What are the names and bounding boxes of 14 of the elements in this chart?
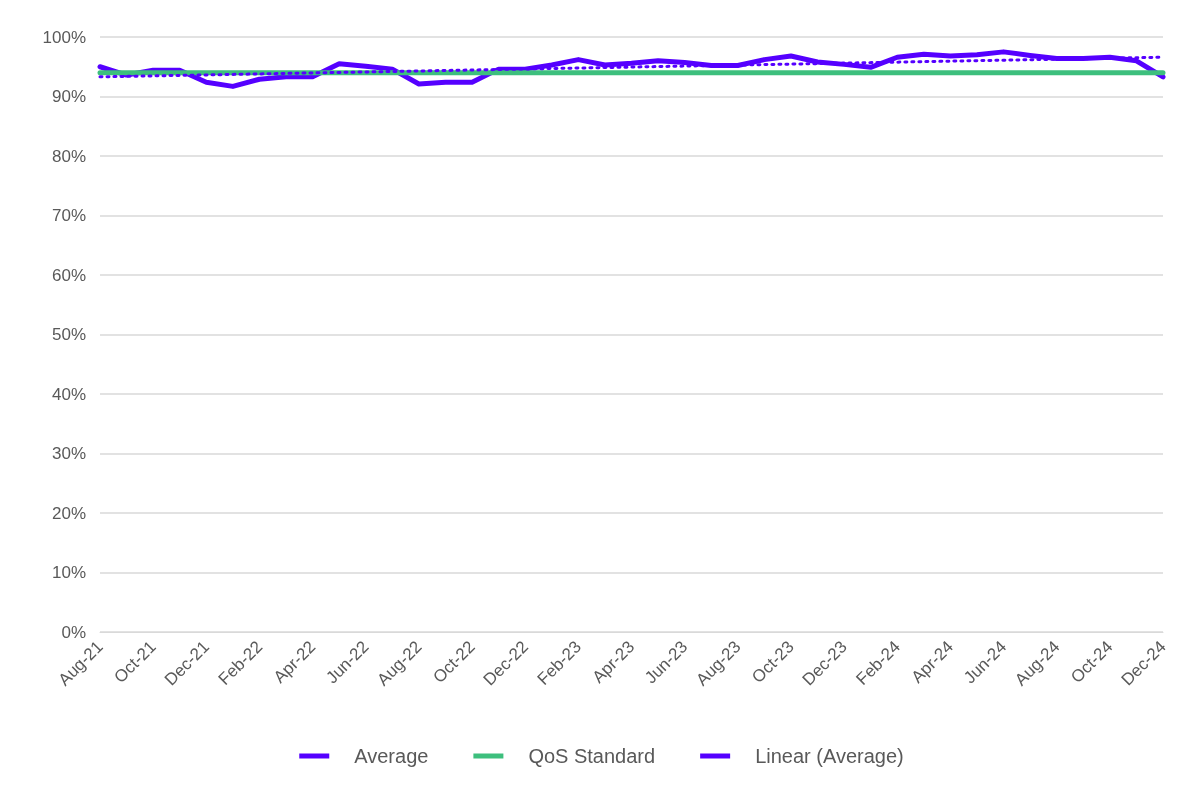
y-tick-label: 80% (51, 146, 86, 166)
y-tick-label: 0% (61, 622, 86, 642)
y-tick-label: 100% (42, 27, 86, 47)
y-tick-label: 70% (51, 206, 86, 225)
y-tick-label: 30% (51, 444, 86, 463)
y-tick-label: 60% (51, 265, 86, 285)
legend-label: Linear (Average) (755, 745, 904, 767)
y-tick-label: 40% (51, 384, 86, 404)
y-tick-label: 50% (51, 325, 86, 344)
y-tick-label: 90% (51, 87, 86, 106)
y-tick-label: 10% (51, 563, 86, 582)
y-tick-label: 20% (51, 503, 86, 523)
legend-label: Average (354, 745, 429, 767)
legend-label: QoS Standard (528, 745, 656, 767)
